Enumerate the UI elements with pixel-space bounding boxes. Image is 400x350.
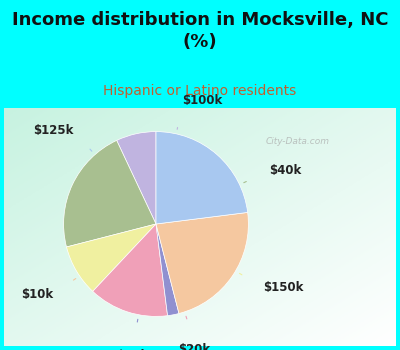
Text: $125k: $125k — [33, 124, 74, 137]
Text: $60k: $60k — [116, 349, 148, 350]
Text: Hispanic or Latino residents: Hispanic or Latino residents — [103, 84, 297, 98]
Wedge shape — [64, 140, 156, 247]
Text: $10k: $10k — [21, 288, 53, 301]
Wedge shape — [156, 224, 179, 316]
Text: $40k: $40k — [269, 164, 301, 177]
Text: City-Data.com: City-Data.com — [266, 137, 330, 146]
Wedge shape — [156, 132, 248, 224]
Text: Income distribution in Mocksville, NC
(%): Income distribution in Mocksville, NC (%… — [12, 10, 388, 51]
Wedge shape — [93, 224, 168, 316]
Text: $20k: $20k — [178, 343, 211, 350]
Text: $100k: $100k — [182, 94, 222, 107]
Text: $150k: $150k — [263, 281, 304, 294]
Wedge shape — [117, 132, 156, 224]
Wedge shape — [66, 224, 156, 291]
Wedge shape — [156, 212, 248, 314]
